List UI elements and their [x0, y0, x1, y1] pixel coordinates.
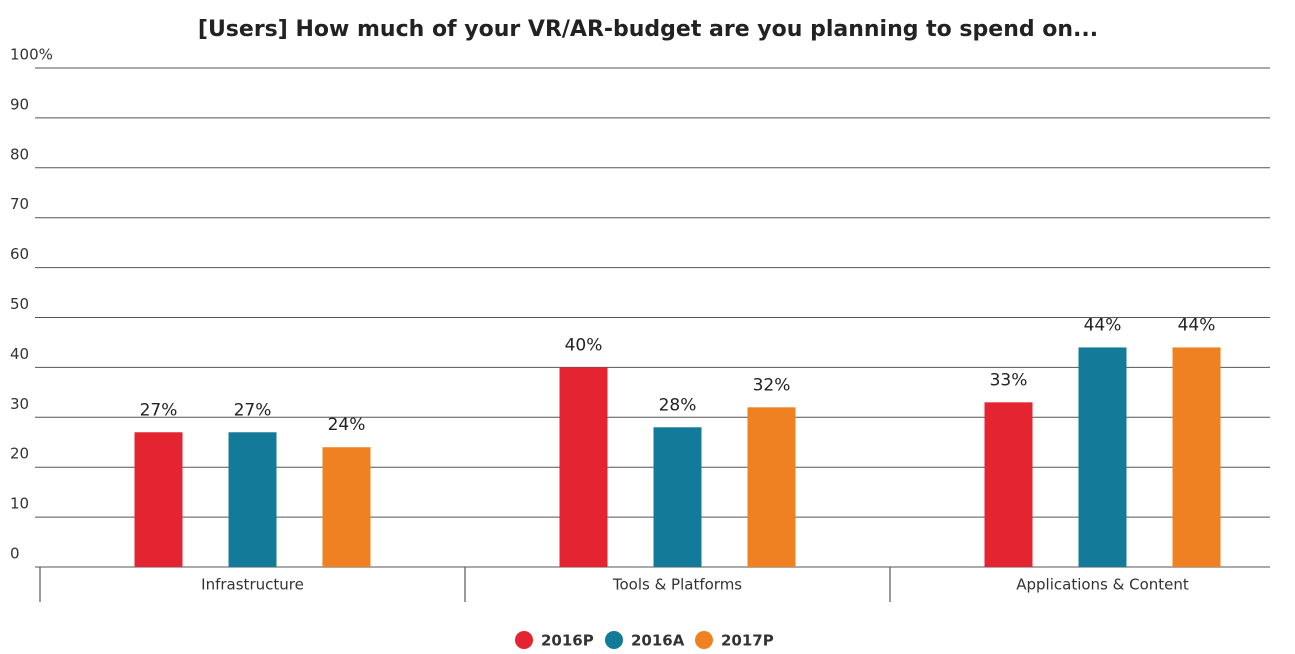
- legend-swatch: [515, 631, 533, 649]
- bar: [748, 407, 796, 567]
- bar: [323, 447, 371, 567]
- bar: [985, 402, 1033, 567]
- value-label: 27%: [140, 400, 178, 420]
- y-tick-label: 100%: [10, 46, 53, 64]
- value-label: 27%: [234, 400, 272, 420]
- value-label: 44%: [1084, 315, 1122, 335]
- x-tick-label: Applications & Content: [1016, 576, 1189, 594]
- y-tick-label: 90: [10, 95, 29, 113]
- y-tick-label: 50: [10, 295, 29, 313]
- value-label: 33%: [990, 370, 1028, 390]
- y-tick-label: 10: [10, 495, 29, 513]
- value-label: 44%: [1178, 315, 1216, 335]
- chart-title: [Users] How much of your VR/AR-budget ar…: [198, 17, 1098, 42]
- legend-swatch: [695, 631, 713, 649]
- bar: [229, 432, 277, 567]
- legend-label: 2017P: [721, 632, 774, 650]
- y-tick-label: 20: [10, 445, 29, 463]
- y-tick-label: 60: [10, 245, 29, 263]
- legend-label: 2016A: [631, 632, 685, 650]
- value-label: 40%: [565, 335, 603, 355]
- bar: [1079, 347, 1127, 567]
- bar: [1173, 347, 1221, 567]
- y-tick-label: 30: [10, 395, 29, 413]
- value-label: 32%: [753, 375, 791, 395]
- legend-label: 2016P: [541, 632, 594, 650]
- bar: [654, 427, 702, 567]
- y-tick-label: 0: [10, 545, 20, 563]
- x-tick-label: Tools & Platforms: [612, 576, 742, 594]
- value-label: 28%: [659, 395, 697, 415]
- bar: [560, 367, 608, 567]
- y-tick-label: 70: [10, 195, 29, 213]
- x-tick-label: Infrastructure: [201, 576, 304, 594]
- chart: [Users] How much of your VR/AR-budget ar…: [0, 0, 1295, 654]
- y-tick-label: 80: [10, 145, 29, 163]
- bar: [135, 432, 183, 567]
- y-tick-label: 40: [10, 345, 29, 363]
- legend-swatch: [605, 631, 623, 649]
- value-label: 24%: [328, 415, 366, 435]
